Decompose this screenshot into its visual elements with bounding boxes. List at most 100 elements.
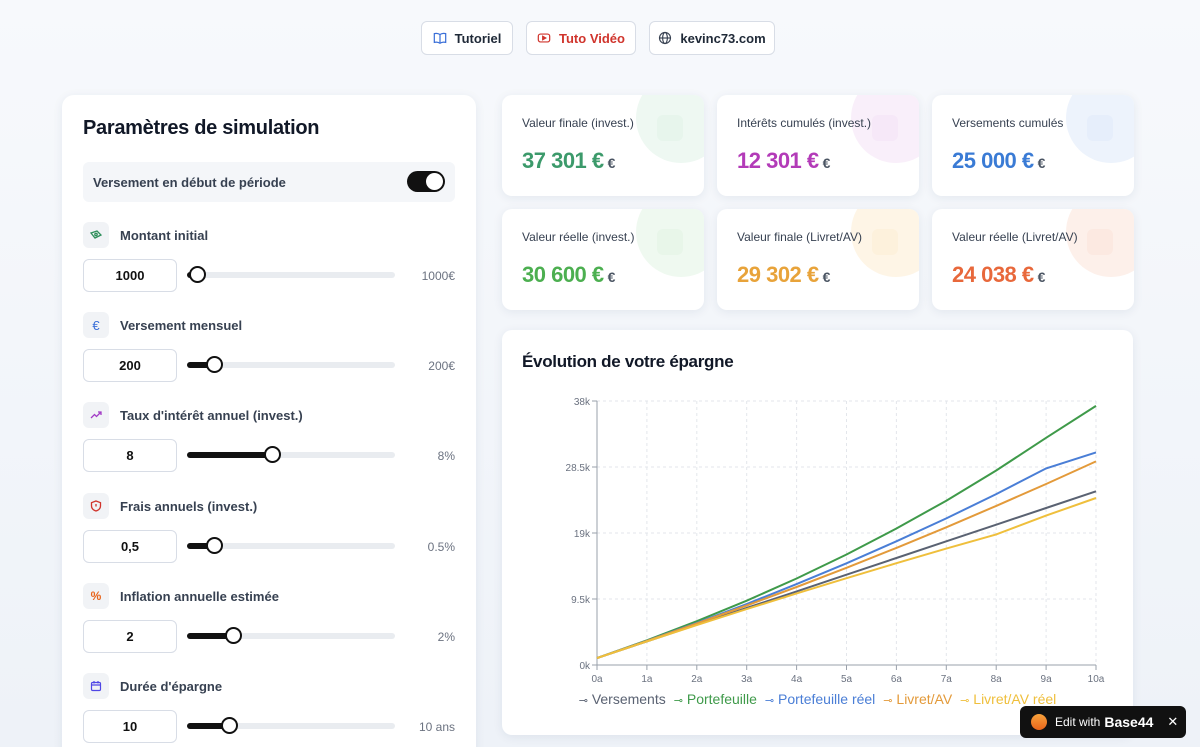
trending-up-icon — [83, 402, 109, 428]
param-input[interactable]: 8 — [83, 439, 177, 472]
legend-item[interactable]: ⊸ Portefeuille — [674, 691, 757, 707]
card-unit: € — [607, 269, 616, 285]
simulation-parameters-panel: Paramètres de simulation Versement en dé… — [62, 95, 476, 747]
param-input[interactable]: 200 — [83, 349, 177, 382]
money-icon — [83, 222, 109, 248]
x-tick-label: 3a — [741, 674, 753, 685]
param-slider[interactable] — [187, 627, 395, 644]
param-slider[interactable] — [187, 356, 395, 373]
video-tutorial-label: Tuto Vidéo — [559, 30, 625, 46]
legend-label: Portefeuille — [686, 691, 757, 707]
legend-item[interactable]: ⊸ Versements — [579, 691, 666, 707]
param-slider[interactable] — [187, 537, 395, 554]
globe-icon — [659, 31, 672, 45]
param-input[interactable]: 0,5 — [83, 530, 177, 563]
param-input[interactable]: 1000 — [83, 259, 177, 292]
slider-thumb[interactable] — [206, 537, 224, 554]
panel-title: Paramètres de simulation — [83, 117, 320, 139]
slider-thumb[interactable] — [189, 266, 207, 283]
series-line — [596, 460, 1097, 660]
card-icon — [1087, 229, 1113, 255]
x-tick-label: 1a — [641, 674, 653, 685]
tutorial-label: Tutoriel — [454, 30, 502, 46]
param-label: Taux d'intérêt annuel (invest.) — [120, 408, 303, 423]
tutorial-button[interactable]: Tutoriel — [421, 21, 513, 55]
payment-timing-toggle[interactable] — [407, 171, 445, 192]
card-value: 30 600 € € — [522, 262, 615, 288]
x-tick-label: 7a — [941, 674, 953, 685]
card-label: Valeur finale (Livret/AV) — [737, 230, 862, 244]
param-slider[interactable] — [187, 446, 395, 463]
card-label: Valeur finale (invest.) — [522, 116, 634, 130]
x-tick-label: 6a — [891, 674, 903, 685]
card-amount: 30 600 € — [522, 262, 604, 287]
legend-label: Livret/AV réel — [973, 691, 1057, 707]
param-label: Versement mensuel — [120, 318, 243, 333]
series-line — [596, 497, 1097, 660]
calendar-icon — [83, 673, 109, 699]
param-input[interactable]: 2 — [83, 620, 177, 653]
y-tick-label: 19k — [574, 529, 591, 540]
savings-chart-card: Évolution de votre épargne 0k 9.5k 19k 28.5… — [502, 330, 1133, 735]
legend-marker: ⊸ — [578, 695, 588, 707]
x-tick-label: 8a — [991, 674, 1003, 685]
badge-brand: Base44 — [1104, 714, 1154, 730]
param-label: Durée d'épargne — [120, 679, 223, 694]
slider-fill — [187, 452, 273, 458]
card-icon — [1087, 115, 1113, 141]
card-unit: € — [1037, 269, 1046, 285]
param-slider[interactable] — [187, 717, 395, 734]
card-unit: € — [822, 269, 831, 285]
legend-item[interactable]: ⊸ Livret/AV réel — [960, 691, 1056, 707]
series-line — [596, 405, 1097, 660]
legend-marker: ⊸ — [883, 695, 893, 707]
website-link[interactable]: kevinc73.com — [649, 21, 775, 55]
card-amount: 37 301 € — [522, 148, 604, 173]
legend-marker: ⊸ — [673, 695, 683, 707]
legend-label: Livret/AV — [896, 691, 953, 707]
card-amount: 25 000 € — [952, 148, 1034, 173]
percent-icon: % — [83, 583, 109, 609]
param-label: Inflation annuelle estimée — [120, 589, 279, 604]
card-label: Valeur réelle (Livret/AV) — [952, 230, 1078, 244]
slider-thumb[interactable] — [264, 446, 282, 463]
edit-with-base44-badge[interactable]: Edit with Base44 ✕ — [1020, 706, 1186, 738]
x-tick-label: 4a — [791, 674, 803, 685]
param-row: % Inflation annuelle estimée 2 2% — [83, 583, 455, 663]
slider-fill — [187, 543, 215, 549]
slider-thumb[interactable] — [220, 717, 238, 734]
y-tick-label: 38k — [574, 397, 591, 408]
param-row: Frais annuels (invest.) 0,5 0.5% — [83, 493, 455, 573]
video-tutorial-button[interactable]: Tuto Vidéo — [526, 21, 636, 55]
y-tick-label: 28.5k — [566, 463, 591, 474]
legend-marker: ⊸ — [764, 695, 775, 707]
legend-item[interactable]: ⊸ Livret/AV — [883, 691, 952, 707]
x-tick-label: 10a — [1088, 674, 1105, 685]
slider-thumb[interactable] — [224, 627, 242, 644]
y-tick-label: 9.5k — [571, 595, 591, 606]
badge-prefix: Edit with — [1055, 715, 1101, 729]
close-icon[interactable]: ✕ — [1167, 714, 1179, 729]
slider-fill — [187, 362, 215, 368]
chart-title: Évolution de votre épargne — [522, 352, 734, 371]
param-value: 1000€ — [421, 269, 455, 283]
legend-label: Portefeuille réel — [778, 691, 876, 707]
stat-card: Valeur réelle (Livret/AV) 24 038 € € — [932, 209, 1134, 310]
stat-card: Intérêts cumulés (invest.) 12 301 € € — [717, 95, 919, 196]
chart-legend: ⊸ Versements ⊸ Portefeuille ⊸ Portefeuille… — [502, 691, 1133, 707]
stat-card: Versements cumulés 25 000 € € — [932, 95, 1134, 196]
param-slider[interactable] — [187, 266, 395, 283]
euro-icon: € — [83, 312, 109, 338]
legend-label: Versements — [591, 691, 666, 707]
card-icon — [872, 115, 898, 141]
param-label: Frais annuels (invest.) — [120, 499, 258, 514]
book-icon — [433, 32, 446, 44]
legend-item[interactable]: ⊸ Portefeuille réel — [765, 691, 875, 707]
card-label: Versements cumulés — [952, 116, 1064, 130]
param-input[interactable]: 10 — [83, 710, 177, 743]
payment-timing-label: Versement en début de période — [93, 175, 286, 190]
param-row: Taux d'intérêt annuel (invest.) 8 8% — [83, 402, 455, 482]
slider-thumb[interactable] — [206, 356, 224, 373]
card-amount: 12 301 € — [737, 148, 819, 173]
param-value: 200€ — [428, 359, 455, 373]
